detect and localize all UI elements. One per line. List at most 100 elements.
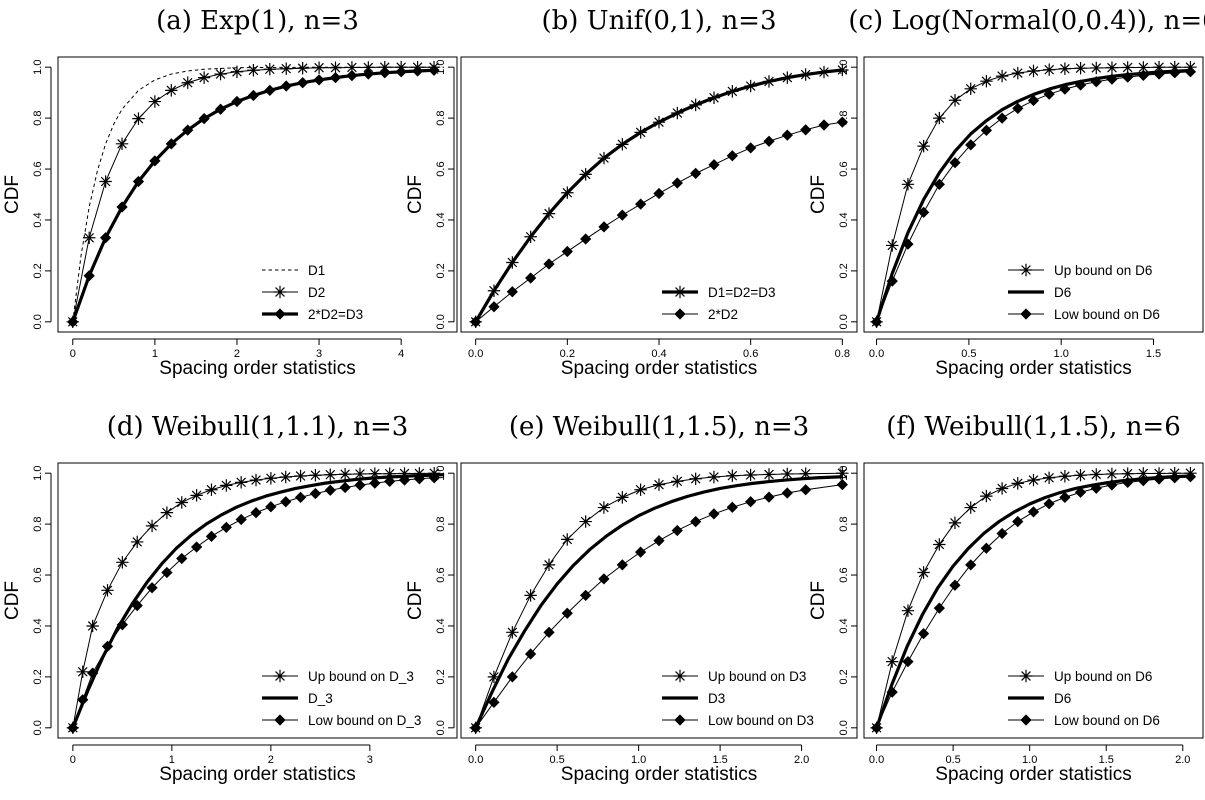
panel-title: (f) Weibull(1,1.5), n=6 (886, 412, 1181, 442)
data-point (247, 64, 260, 77)
legend-label: Up bound on D6 (1054, 263, 1152, 278)
x-tick-label: 0.0 (468, 754, 483, 766)
data-point (580, 589, 592, 602)
data-point (99, 232, 112, 244)
legend-label: D1=D2=D3 (708, 285, 776, 300)
data-point (1153, 473, 1165, 485)
data-point (708, 159, 720, 171)
legend-marker (273, 669, 287, 683)
data-point (312, 61, 326, 74)
data-point (616, 209, 628, 221)
series-1 (875, 474, 1191, 729)
legend-label: D3 (708, 691, 725, 706)
data-point (1137, 474, 1149, 487)
legend-label: 2*D2=D3 (308, 307, 363, 322)
data-point (294, 469, 307, 483)
x-tick-label: 1 (152, 348, 158, 360)
x-tick-label: 1.0 (631, 754, 646, 766)
data-point (1152, 60, 1166, 74)
x-tick-label: 0.5 (961, 348, 976, 360)
data-point (181, 76, 194, 89)
data-point (383, 467, 396, 480)
data-point (1184, 471, 1197, 483)
data-point (689, 98, 702, 112)
y-tick-label: 1.0 (838, 466, 850, 481)
data-point (634, 546, 647, 558)
data-point (338, 468, 352, 481)
legend-label: D1 (308, 263, 325, 278)
data-point (506, 671, 518, 683)
x-tick-label: 2 (268, 754, 274, 766)
data-point (161, 566, 173, 579)
y-tick-label: 0.8 (838, 110, 850, 125)
data-point (524, 230, 537, 243)
data-point (220, 521, 232, 534)
x-axis-label: Spacing order statistics (935, 358, 1131, 379)
data-point (1027, 64, 1040, 78)
x-tick-label: 1.0 (1022, 754, 1037, 766)
data-point (707, 91, 721, 104)
data-point (362, 61, 375, 74)
data-point (901, 178, 915, 191)
legend-marker (273, 285, 287, 299)
y-axis-label: CDF (808, 175, 829, 214)
series-line (875, 68, 1191, 323)
y-tick-label: 0.0 (435, 314, 447, 329)
data-point (726, 85, 739, 98)
data-point (543, 626, 555, 638)
series-2 (870, 471, 1197, 734)
data-point (543, 258, 555, 270)
data-point (980, 74, 993, 88)
data-point (214, 67, 227, 81)
data-point (309, 487, 322, 500)
data-point (116, 201, 128, 213)
legend-marker (674, 714, 686, 726)
data-point (745, 142, 757, 154)
data-point (917, 566, 930, 579)
data-point (1122, 71, 1134, 83)
data-point (542, 207, 556, 220)
data-point (369, 477, 381, 489)
data-point (280, 496, 292, 508)
data-point (707, 470, 721, 484)
data-point (561, 607, 573, 619)
data-point (616, 559, 628, 571)
y-tick-label: 0.8 (435, 516, 447, 531)
data-point (83, 270, 95, 282)
data-point (542, 558, 556, 572)
data-point (176, 552, 188, 565)
data-point (870, 316, 883, 328)
y-tick-label: 0.6 (435, 161, 447, 176)
y-tick-label: 0.8 (32, 516, 44, 531)
y-tick-label: 0.8 (435, 110, 447, 125)
series-2 (67, 472, 440, 734)
data-point (836, 63, 849, 77)
series-0 (469, 466, 849, 735)
y-tick-label: 0.2 (32, 669, 44, 684)
data-point (488, 301, 500, 313)
series-1 (470, 116, 848, 328)
data-point (996, 112, 1008, 124)
y-tick-label: 1.0 (435, 466, 447, 481)
data-point (175, 496, 188, 509)
legend: Up bound on D6 D6 Low bound on D6 (1008, 669, 1160, 728)
x-tick-label: 0.5 (945, 754, 960, 766)
data-point (870, 722, 883, 734)
data-point (250, 507, 262, 519)
data-point (964, 82, 977, 96)
data-point (296, 62, 309, 75)
legend: Up bound on D_3 D_3 Low bound on D_3 (262, 669, 421, 728)
y-tick-label: 0.4 (32, 212, 44, 227)
plot-frame (863, 462, 1204, 739)
data-point (101, 584, 114, 597)
data-point (918, 206, 930, 218)
data-point (398, 474, 411, 486)
data-point (901, 604, 915, 617)
data-point (671, 475, 684, 488)
data-point (524, 648, 537, 660)
data-point (949, 579, 961, 591)
legend: D1 D2 2*D2=D3 (262, 263, 363, 322)
x-tick-label: 3 (316, 348, 322, 360)
